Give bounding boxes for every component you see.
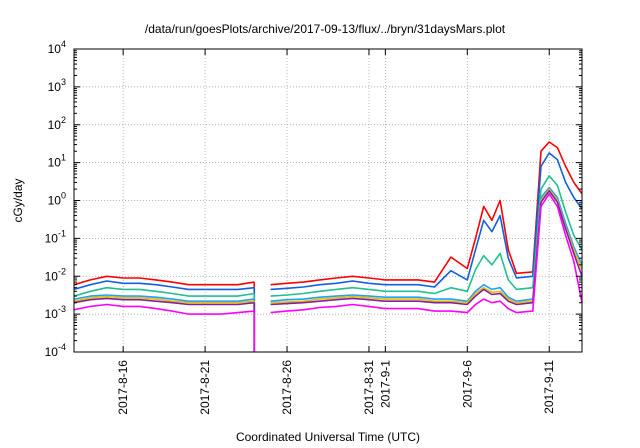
y-tick-label: 103	[48, 77, 66, 94]
y-axis-ticks: 10-4 10-3 10-2 10-1 100 101 102 103 104	[45, 39, 582, 359]
series-line-2	[73, 152, 583, 291]
series-group	[73, 141, 583, 352]
y-tick-label: 10-4	[45, 342, 66, 359]
x-tick-label: 2017-8-31	[362, 360, 376, 415]
y-tick-label: 100	[48, 191, 66, 208]
x-tick-label: 2017-8-16	[116, 360, 130, 415]
x-tick-label: 2017-8-21	[198, 360, 212, 415]
series-line-5	[73, 188, 583, 304]
y-axis-label: cGy/day	[11, 178, 25, 222]
y-tick-label: 10-2	[45, 266, 66, 283]
y-tick-label: 104	[48, 39, 66, 56]
series-line-1	[73, 141, 583, 286]
x-tick-label: 2017-9-11	[542, 360, 556, 414]
series-line-3	[73, 175, 583, 297]
x-axis-label: Coordinated Universal Time (UTC)	[236, 430, 420, 444]
series-line-7	[73, 193, 583, 315]
x-tick-label: 2017-8-26	[280, 360, 294, 415]
y-tick-label: 10-3	[45, 304, 66, 321]
y-tick-label: 10-1	[45, 228, 66, 245]
x-tick-label: 2017-9-1	[378, 360, 392, 408]
x-axis-ticks: 2017-8-16 2017-8-21 2017-8-26 2017-8-31 2017…	[116, 49, 556, 415]
y-tick-label: 102	[48, 115, 66, 132]
x-tick-label: 2017-9-6	[460, 360, 474, 408]
chart-title: /data/run/goesPlots/archive/2017-09-13/f…	[145, 22, 506, 36]
y-tick-label: 101	[48, 153, 66, 170]
series-line-4	[73, 186, 583, 302]
series-line-6	[73, 190, 583, 306]
